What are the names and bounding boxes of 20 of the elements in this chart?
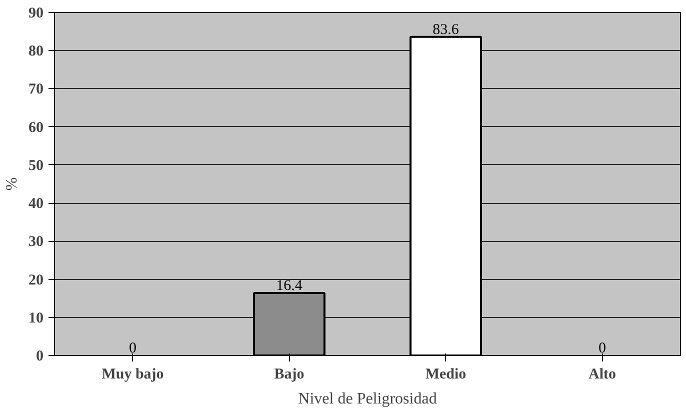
- x-tick-label: Muy bajo: [102, 366, 164, 382]
- data-label: 83.6: [432, 22, 460, 38]
- y-tick-label: 20: [28, 272, 44, 288]
- y-tick-label: 60: [28, 120, 44, 136]
- x-tick-label: Bajo: [274, 366, 304, 382]
- y-tick-label: 50: [28, 158, 44, 174]
- y-axis-title: %: [4, 177, 20, 191]
- y-tick-label: 0: [36, 348, 44, 364]
- data-label: 0: [129, 340, 136, 356]
- x-tick-label: Alto: [588, 366, 616, 382]
- data-label: 16.4: [276, 278, 303, 294]
- y-tick-label: 10: [28, 310, 44, 326]
- y-tick-label: 90: [28, 6, 44, 22]
- y-tick-label: 80: [28, 44, 44, 60]
- x-tick-label: Medio: [425, 366, 466, 382]
- y-tick-label: 40: [28, 196, 44, 212]
- y-tick-label: 30: [28, 234, 44, 250]
- data-label: 0: [598, 340, 606, 356]
- y-tick-label: 70: [28, 82, 44, 98]
- x-axis-title: Nivel de Peligrosidad: [298, 390, 437, 408]
